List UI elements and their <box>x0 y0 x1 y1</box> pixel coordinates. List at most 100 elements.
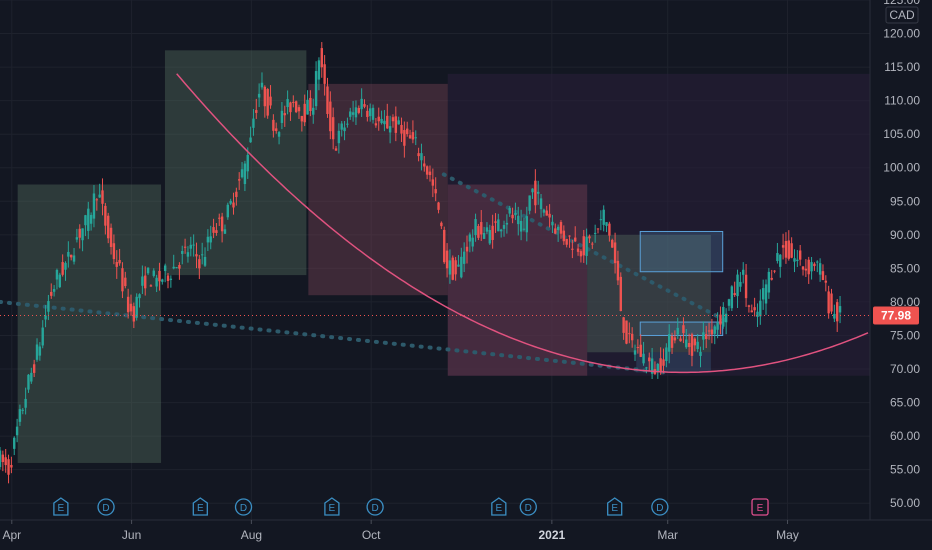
candle-body <box>200 254 204 256</box>
candle-body <box>346 123 349 125</box>
candle-body <box>773 270 776 272</box>
candle-body <box>542 209 546 213</box>
candle-body <box>838 306 842 313</box>
candle-body <box>537 191 540 194</box>
price-axis[interactable] <box>870 0 932 520</box>
candle-body <box>44 315 47 320</box>
candle-body <box>280 110 284 123</box>
candle-body <box>158 270 161 282</box>
candle-body <box>460 256 463 278</box>
candle-body <box>75 237 79 240</box>
candle-body <box>78 228 81 238</box>
candle-body <box>7 459 10 475</box>
candle-body <box>232 202 235 208</box>
candle-body <box>124 277 127 287</box>
earnings-marker[interactable]: E <box>324 497 340 516</box>
candle-body <box>781 245 785 248</box>
candle-body <box>289 102 292 113</box>
dividend-marker[interactable]: D <box>366 498 384 516</box>
candle-body <box>528 195 531 211</box>
candle-body <box>525 216 529 233</box>
candle-body <box>793 258 796 262</box>
time-axis[interactable] <box>0 520 932 550</box>
candle-body <box>437 202 440 210</box>
dividend-marker[interactable]: D <box>519 498 537 516</box>
candle-body <box>699 351 702 356</box>
candle-body <box>334 148 338 151</box>
event-label: E <box>58 503 65 514</box>
candle-body <box>408 135 412 139</box>
price-tick-label: 70.00 <box>890 362 920 376</box>
candle-body <box>374 123 378 126</box>
candle-body <box>394 116 398 133</box>
candle-body <box>616 260 620 281</box>
last-price-label: 77.98 <box>873 306 919 325</box>
candle-body <box>477 226 480 238</box>
candle-body <box>633 350 637 355</box>
candle-body <box>630 333 634 341</box>
candle-body <box>599 219 603 221</box>
candle-body <box>64 262 67 270</box>
candle-body <box>218 217 221 219</box>
candle-body <box>736 274 739 297</box>
candle-body <box>417 153 420 157</box>
dividend-marker[interactable]: D <box>651 498 669 516</box>
candle-body <box>115 262 118 267</box>
candle-body <box>465 246 469 252</box>
candle-body <box>238 179 241 181</box>
candle-body <box>480 222 483 235</box>
candle-body <box>539 198 543 210</box>
event-label: D <box>371 503 378 514</box>
earnings-marker[interactable]: E <box>751 498 769 516</box>
candle-body <box>622 317 625 333</box>
earnings-marker[interactable]: E <box>192 497 208 516</box>
candle-body <box>195 254 198 257</box>
candle-body <box>636 346 640 348</box>
event-label: E <box>757 503 764 514</box>
earnings-marker[interactable]: E <box>607 497 623 516</box>
candle-body <box>693 338 697 346</box>
candle-body <box>779 254 782 267</box>
candle-body <box>713 326 716 334</box>
candle-body <box>502 225 506 229</box>
earnings-badge <box>324 497 340 516</box>
time-tick-label: Oct <box>362 528 381 542</box>
earnings-marker[interactable]: E <box>491 497 507 516</box>
candle-body <box>243 163 247 185</box>
candle-body <box>175 267 178 269</box>
candle-body <box>836 302 839 322</box>
candle-body <box>810 262 813 272</box>
candle-body <box>141 276 144 286</box>
last-price-value: 77.98 <box>881 308 911 322</box>
candle-body <box>13 437 16 449</box>
candle-body <box>787 240 790 259</box>
price-tick-label: 105.00 <box>883 127 920 141</box>
time-tick-label: Mar <box>657 528 678 542</box>
time-tick-label: Apr <box>2 528 21 542</box>
candle-body <box>670 335 674 348</box>
time-tick-label: 2021 <box>538 528 565 542</box>
candle-body <box>411 132 415 140</box>
event-label: E <box>197 503 204 514</box>
candle-body <box>824 280 828 283</box>
candle-body <box>750 310 753 313</box>
candle-body <box>30 372 33 382</box>
event-label: D <box>525 503 532 514</box>
candlestick-series[interactable] <box>0 42 842 484</box>
dividend-marker[interactable]: D <box>234 498 253 516</box>
dividend-marker[interactable]: D <box>97 498 115 516</box>
candle-body <box>676 327 679 335</box>
candle-body <box>403 130 406 146</box>
candle-body <box>206 236 210 243</box>
candle-body <box>431 179 435 186</box>
candle-body <box>491 225 494 240</box>
candle-body <box>531 188 534 193</box>
earnings-marker[interactable]: E <box>53 497 69 516</box>
candle-body <box>727 299 731 306</box>
candle-body <box>485 227 489 232</box>
earnings-badge <box>491 497 507 516</box>
candle-body <box>517 215 520 225</box>
candle-body <box>331 117 335 140</box>
